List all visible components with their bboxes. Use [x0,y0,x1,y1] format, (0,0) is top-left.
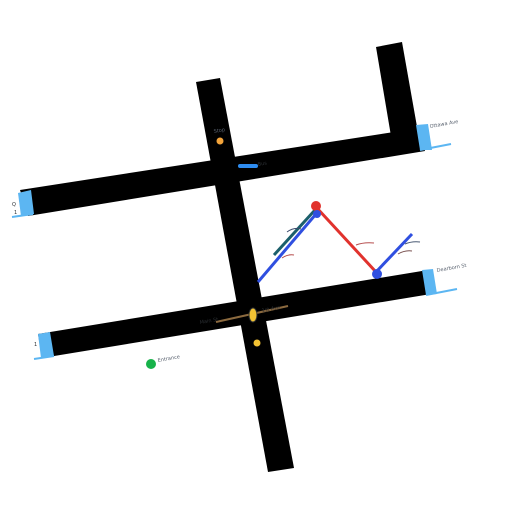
top-right-street-label: Ottawa Ave [429,119,458,130]
annotation-3 [355,242,375,246]
annotation-2 [286,227,302,233]
road-bottom [38,270,431,358]
route-annotations [281,227,421,259]
center-pin-icon[interactable] [248,307,258,323]
cap-right-mid [422,269,437,295]
center-label-right: 1st Ave [261,305,280,314]
orange-dot-marker[interactable] [216,137,224,145]
routes [215,164,414,323]
roads [20,42,431,472]
cap-line-right-mid [425,288,458,296]
route-teal-left [272,208,317,257]
left-edge-bottom-label: 1 [34,342,37,348]
road-caps [11,124,458,360]
annotation-4 [397,250,413,255]
route-red [314,205,378,274]
top-pin-label: Stop [213,127,225,135]
green-dot-marker[interactable] [146,359,156,369]
left-edge-top-label: Q [12,202,16,208]
blue-dot-right-marker[interactable] [372,269,382,279]
bus-chip-label: Bus [257,160,267,168]
blue-dot-top-marker[interactable] [313,210,321,218]
annotation-5 [404,241,421,245]
cap-left-bottom [38,332,54,358]
cap-line-left-top [11,213,34,218]
road-vertical-left [196,78,294,472]
cap-right-top [416,124,432,150]
cap-line-right-top [419,143,452,151]
annotation-1 [281,254,295,259]
right-mid-street-label: Dearborn St [436,263,467,274]
red-dot-marker[interactable] [311,201,321,211]
road-vertical-right [376,42,419,142]
green-entrance-label: Entrance [157,354,180,364]
cap-line-left-bottom [33,355,55,360]
route-blue-left [256,213,318,283]
left-edge-mid-label: 1 [14,210,17,216]
route-labels: Ottawa Ave Dearborn St Stop Bus Entrance… [12,119,467,364]
markers[interactable] [146,137,382,370]
center-label-left: Main St [199,317,218,326]
yellow-dot-marker[interactable] [253,339,261,347]
bus-chip[interactable] [238,164,258,168]
cap-left-top [18,190,34,216]
route-blue-right [374,232,414,274]
